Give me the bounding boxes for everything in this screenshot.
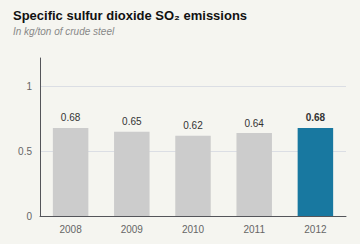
svg-text:0.65: 0.65	[122, 116, 142, 127]
svg-text:0.68: 0.68	[61, 112, 81, 123]
svg-text:2011: 2011	[243, 224, 265, 235]
svg-text:0.62: 0.62	[183, 120, 203, 131]
svg-text:1: 1	[26, 81, 32, 92]
svg-text:2009: 2009	[121, 224, 144, 235]
svg-text:2008: 2008	[59, 224, 82, 235]
svg-text:0.64: 0.64	[244, 118, 264, 129]
svg-text:In kg/ton of crude steel: In kg/ton of crude steel	[13, 26, 115, 37]
svg-text:2010: 2010	[182, 224, 205, 235]
svg-text:2012: 2012	[304, 224, 327, 235]
svg-text:0.68: 0.68	[306, 112, 326, 123]
svg-text:0: 0	[26, 211, 32, 222]
svg-text:Specific sulfur dioxide SO₂ em: Specific sulfur dioxide SO₂ emissions	[13, 8, 247, 23]
svg-text:0.5: 0.5	[18, 146, 32, 157]
